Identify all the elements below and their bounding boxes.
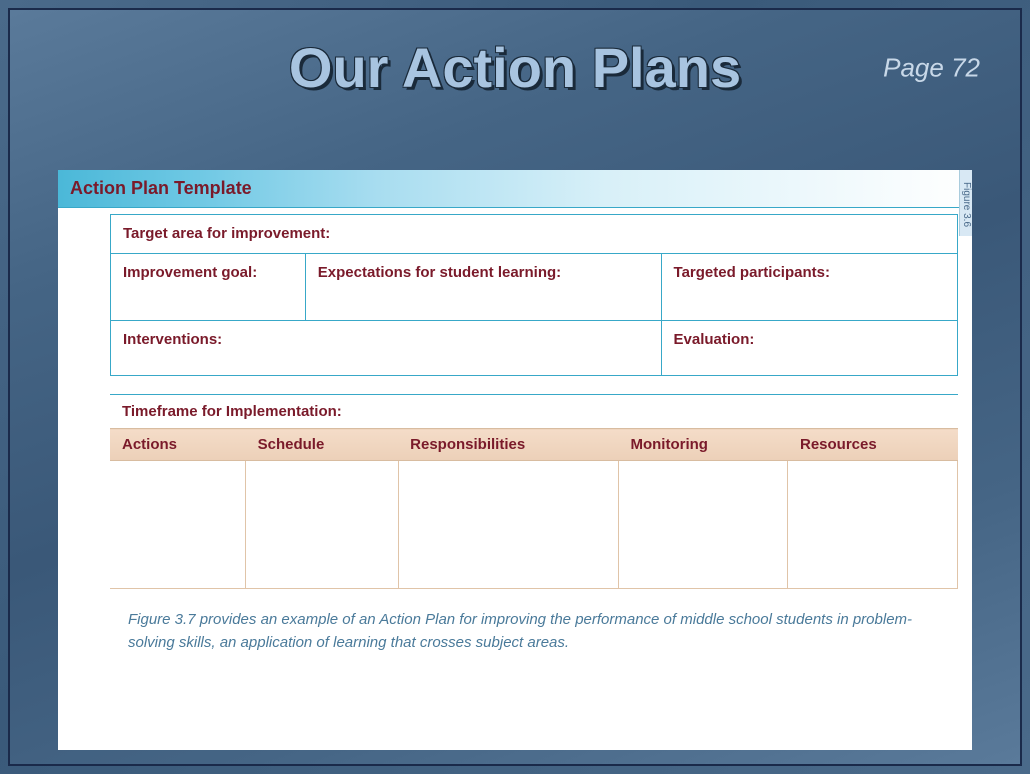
field-label: Evaluation: — [674, 331, 755, 348]
col-actions: Actions — [110, 429, 246, 461]
field-label: Targeted participants: — [674, 264, 830, 281]
figure-side-tab: Figure 3.6 — [959, 170, 972, 236]
spacer — [110, 376, 958, 394]
col-responsibilities: Responsibilities — [398, 429, 618, 461]
slide-header: Our Action Plans Page 72 — [10, 10, 1020, 125]
field-label: Expectations for student learning: — [318, 264, 561, 281]
field-label: Target area for improvement: — [123, 225, 330, 242]
field-evaluation: Evaluation: — [661, 321, 957, 376]
field-expectations: Expectations for student learning: — [305, 254, 661, 321]
field-label: Interventions: — [123, 331, 222, 348]
cell-responsibilities — [398, 461, 618, 589]
figure-caption: Figure 3.7 provides an example of an Act… — [110, 589, 958, 664]
fields-table: Target area for improvement: Improvement… — [110, 214, 958, 376]
template-body: Target area for improvement: Improvement… — [110, 214, 958, 750]
col-monitoring: Monitoring — [618, 429, 788, 461]
col-resources: Resources — [788, 429, 958, 461]
field-label: Improvement goal: — [123, 264, 257, 281]
page-number: Page 72 — [883, 52, 980, 83]
field-timeframe: Timeframe for Implementation: — [110, 394, 958, 428]
cell-resources — [788, 461, 958, 589]
cell-actions — [110, 461, 246, 589]
impl-body-row — [110, 461, 958, 589]
cell-schedule — [246, 461, 399, 589]
field-improvement-goal: Improvement goal: — [111, 254, 306, 321]
col-schedule: Schedule — [246, 429, 399, 461]
implementation-table: Actions Schedule Responsibilities Monito… — [110, 428, 958, 589]
action-plan-template-panel: Action Plan Template Figure 3.6 Target a… — [58, 170, 972, 750]
impl-header-row: Actions Schedule Responsibilities Monito… — [110, 429, 958, 461]
slide-title: Our Action Plans — [289, 35, 741, 100]
slide-frame: Our Action Plans Page 72 Action Plan Tem… — [8, 8, 1022, 766]
field-interventions: Interventions: — [111, 321, 662, 376]
cell-monitoring — [618, 461, 788, 589]
field-target-area: Target area for improvement: — [111, 215, 958, 254]
field-participants: Targeted participants: — [661, 254, 957, 321]
template-header: Action Plan Template — [58, 170, 972, 208]
